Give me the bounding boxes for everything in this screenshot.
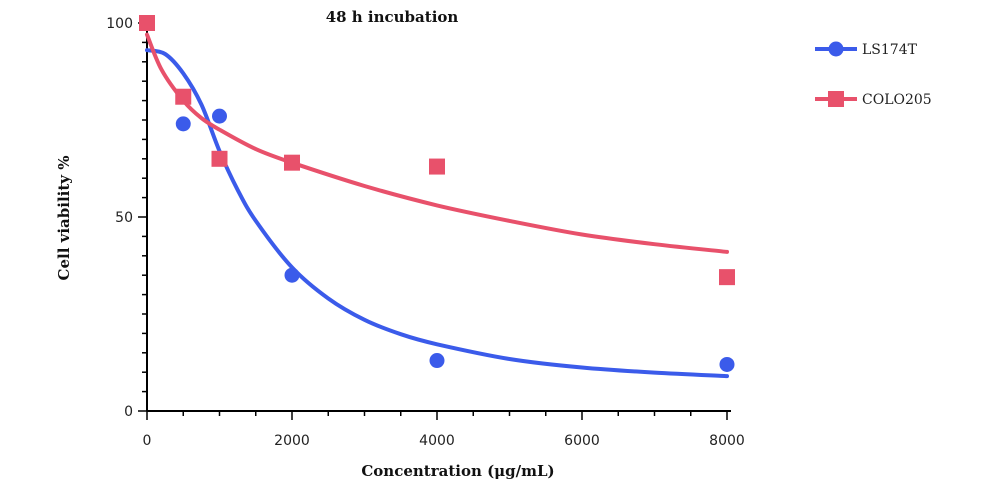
point-colo205: [175, 88, 192, 105]
fit-curve-colo205: [145, 32, 729, 254]
x-axis-title: Concentration (μg/mL): [361, 462, 554, 480]
fit-curves: [145, 32, 729, 379]
point-colo205: [429, 158, 445, 175]
x-tick-label: 8000: [709, 433, 745, 449]
fit-curve-ls174t: [145, 48, 729, 379]
point-ls174t: [175, 116, 191, 132]
x-tick-label: 6000: [564, 433, 600, 449]
point-ls174t: [719, 356, 735, 372]
point-colo205: [139, 15, 155, 31]
axes: 0 50 100 0 2000 4000 6000 8000: [106, 16, 745, 449]
legend-label-ls174t: LS174T: [862, 42, 918, 58]
data-points: [139, 15, 735, 372]
y-tick-label: 50: [115, 210, 133, 226]
legend-label-colo205: COLO205: [862, 92, 932, 108]
point-colo205: [284, 154, 300, 171]
point-ls174t: [212, 108, 227, 124]
y-axis-title: Cell viability %: [55, 156, 73, 281]
point-colo205: [719, 269, 735, 286]
y-tick-label: 100: [106, 16, 133, 32]
point-colo205: [211, 150, 228, 167]
point-ls174t: [429, 353, 445, 369]
chart-title: 48 h incubation: [326, 8, 459, 26]
legend: LS174T COLO205: [815, 41, 932, 108]
x-tick-label: 4000: [419, 433, 455, 449]
x-tick-label: 2000: [274, 433, 310, 449]
legend-marker-colo205: [828, 91, 844, 107]
y-tick-label: 0: [124, 404, 133, 420]
point-ls174t: [284, 267, 300, 283]
legend-marker-ls174t: [828, 41, 844, 57]
x-tick-label: 0: [143, 433, 152, 449]
